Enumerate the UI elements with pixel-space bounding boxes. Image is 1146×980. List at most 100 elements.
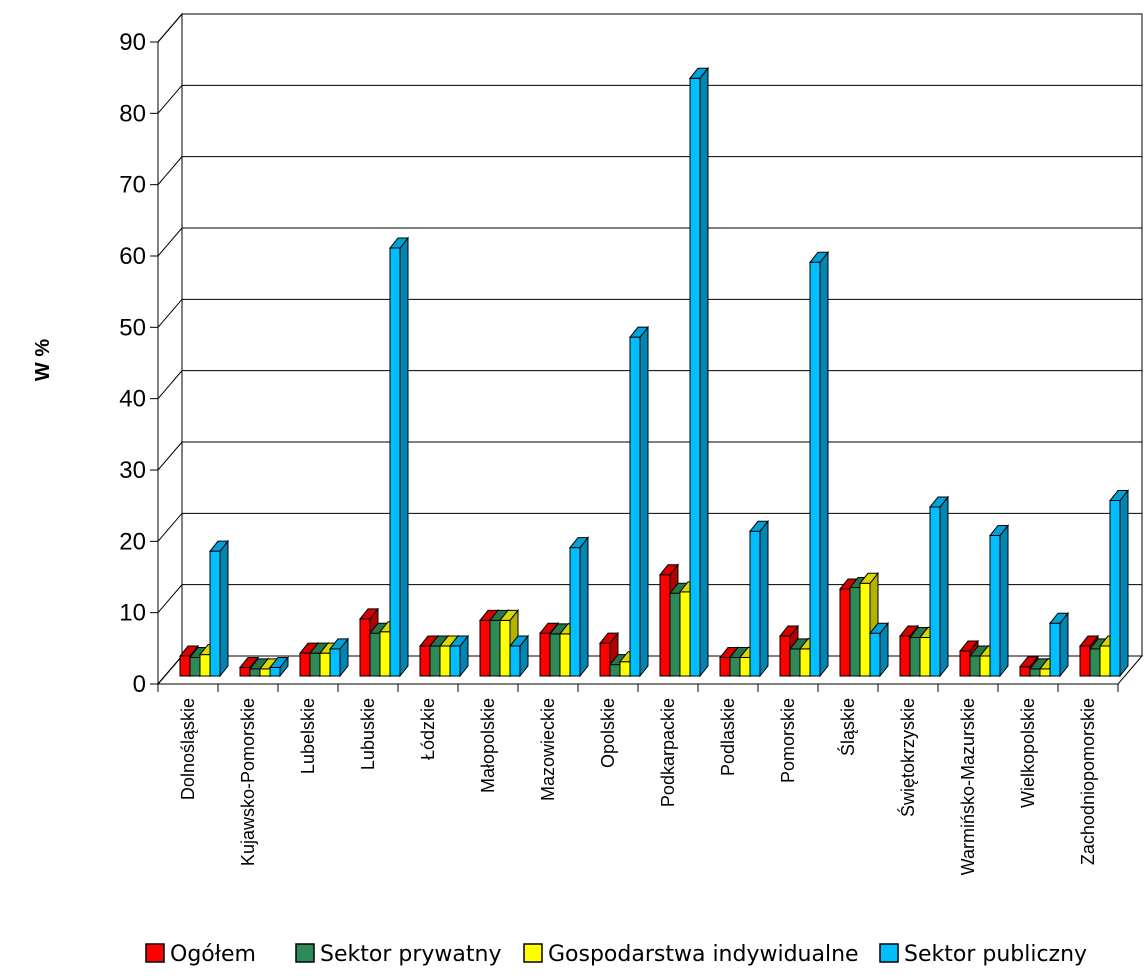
bar-front	[979, 655, 991, 677]
bar-front	[1109, 500, 1121, 677]
bar-front	[909, 636, 921, 677]
bar-front	[629, 336, 641, 677]
bar	[748, 519, 770, 678]
bar-front	[659, 574, 671, 677]
y-tick-label: 50	[119, 314, 146, 341]
bar-top	[508, 635, 530, 647]
y-tick-label: 90	[119, 29, 146, 56]
category-label: Małopolskie	[478, 698, 498, 793]
legend-swatch	[295, 943, 315, 963]
bar-top	[748, 520, 770, 532]
category-label: Kujawsko-Pomorskie	[238, 698, 258, 866]
legend-item: Sektor prywatny	[295, 942, 501, 967]
bar-front	[1099, 645, 1111, 677]
bar-front	[929, 506, 941, 677]
bar-front	[799, 648, 811, 677]
legend-swatch	[879, 943, 899, 963]
y-tick-label: 70	[119, 172, 146, 199]
bar-front	[779, 635, 791, 677]
bar-front	[439, 645, 451, 677]
legend-label: Ogółem	[170, 942, 256, 967]
bar	[268, 656, 290, 678]
category-label: Śląskie	[837, 698, 858, 756]
side-wall	[157, 12, 183, 686]
bar-front	[809, 261, 821, 677]
legend-item: Ogółem	[145, 942, 256, 967]
bar-front	[479, 619, 491, 677]
bar-side	[1119, 489, 1129, 678]
bar-front	[199, 654, 211, 677]
bar-front	[1079, 645, 1091, 677]
legend-swatch	[523, 943, 543, 963]
bar-front	[749, 530, 761, 677]
bar-front	[369, 632, 381, 677]
bar-front	[249, 668, 261, 677]
bar-side	[579, 536, 589, 678]
bar-front	[319, 652, 331, 677]
legend-label: Sektor publiczny	[904, 942, 1087, 967]
bar-front	[209, 550, 221, 677]
y-tick-label: 80	[119, 100, 146, 127]
bar	[508, 634, 530, 678]
bar-front	[599, 642, 611, 677]
bar-front	[569, 547, 581, 677]
y-tick-label: 30	[119, 457, 146, 484]
category-label: Podlaskie	[718, 698, 738, 776]
bar-front	[379, 631, 391, 677]
bar-top	[358, 608, 380, 620]
gridline	[157, 227, 1142, 257]
bar-top	[328, 638, 350, 650]
bar-top	[1078, 635, 1100, 647]
bar-side	[219, 539, 229, 678]
bar-top	[268, 656, 290, 668]
category-label: Warmińsko-Mazurskie	[958, 698, 978, 875]
bar-top	[898, 625, 920, 637]
bar-front	[549, 633, 561, 677]
bar-side	[1059, 611, 1069, 678]
bar-front	[739, 656, 751, 677]
gridline	[157, 84, 1142, 114]
bar-front	[179, 655, 191, 677]
legend-item: Sektor publiczny	[879, 942, 1087, 967]
bar	[928, 495, 950, 678]
bar-front	[1089, 648, 1101, 677]
bar	[568, 536, 590, 678]
bar-front	[849, 587, 861, 677]
bar-front	[859, 582, 871, 677]
bar-top	[688, 67, 710, 79]
bar-top	[958, 640, 980, 652]
bar-top	[568, 537, 590, 549]
y-tick-label: 40	[119, 386, 146, 413]
bar	[628, 325, 650, 678]
bar-side	[939, 495, 949, 678]
bar-side	[699, 66, 709, 678]
bar-top	[388, 237, 410, 249]
gridlines	[157, 13, 1142, 685]
bar-front	[679, 591, 691, 677]
bar-top	[1108, 490, 1130, 502]
x-axis: Dolnośląskie Kujawsko-Pomorskie Lubelskie L…	[157, 683, 1119, 875]
bar-side	[819, 250, 829, 678]
bar-front	[1029, 668, 1041, 677]
bar	[808, 250, 830, 678]
bar-side	[999, 524, 1009, 678]
bar-front	[309, 652, 321, 677]
bar-front	[619, 661, 631, 677]
bar-front	[329, 648, 341, 677]
y-tick-label: 0	[133, 671, 146, 698]
gridline	[157, 156, 1142, 185]
category-label: Wielkopolskie	[1018, 698, 1038, 808]
bar-top	[808, 251, 830, 263]
bar	[328, 637, 350, 678]
legend-label: Sektor prywatny	[320, 942, 501, 967]
bar	[688, 66, 710, 678]
category-label: Podkarpackie	[658, 698, 678, 807]
bar-front	[1019, 666, 1031, 677]
category-label: Pomorskie	[778, 698, 798, 783]
gridline	[157, 13, 1142, 43]
bar-side	[399, 236, 409, 678]
legend-item: Gospodarstwa indywidualne	[523, 942, 859, 967]
bar-front	[959, 650, 971, 677]
bar-front	[419, 645, 431, 677]
bar-top	[598, 632, 620, 644]
